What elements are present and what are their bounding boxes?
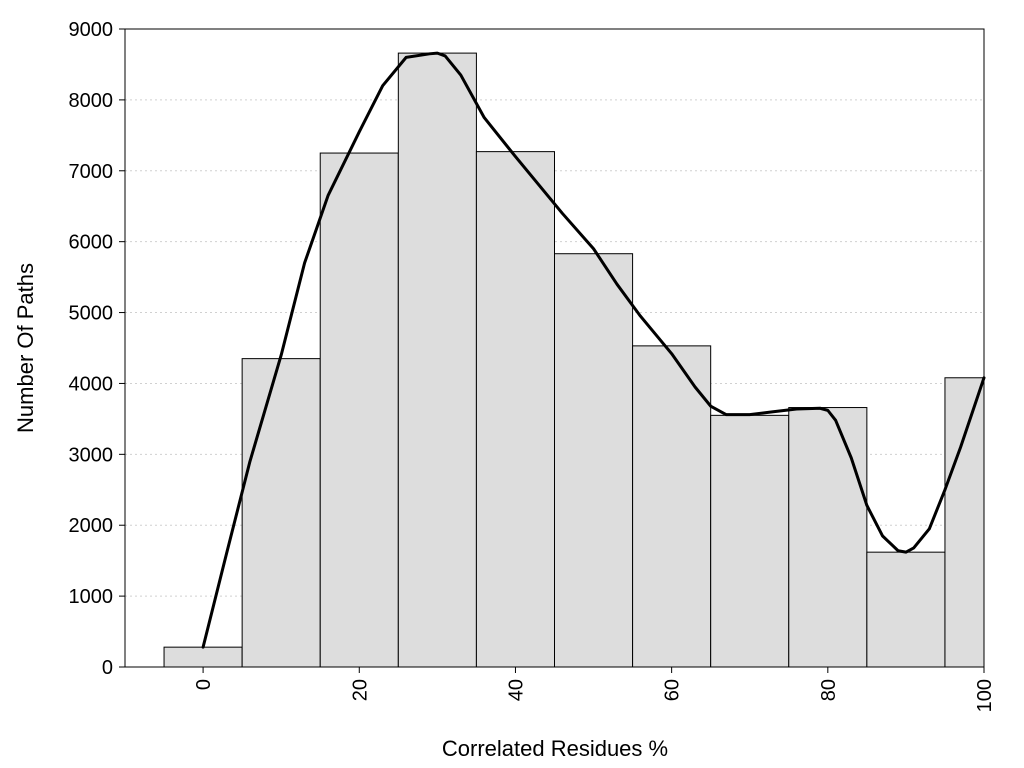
y-tick-label-1000: 1000 (69, 586, 114, 608)
y-tick-label-0: 0 (102, 657, 113, 679)
plot-area-frame (124, 28, 985, 668)
x-tick-label-100: 100 (974, 679, 996, 712)
density-curve (201, 51, 986, 649)
y-tick-label-5000: 5000 (69, 303, 114, 325)
bar-10 (241, 358, 321, 668)
y-tick-label-2000: 2000 (69, 515, 114, 537)
y-tick-label-9000: 9000 (69, 19, 114, 41)
y-tick-label-4000: 4000 (69, 373, 114, 395)
y-tick-label-6000: 6000 (69, 232, 114, 254)
bar-20 (319, 152, 399, 668)
bar-60 (632, 345, 712, 668)
bar-30 (397, 52, 477, 668)
bar-70 (710, 414, 790, 668)
x-tick-label-60: 60 (662, 679, 684, 701)
histogram-bars (163, 52, 985, 668)
bar-0 (163, 646, 243, 668)
y-axis-title: Number Of Paths (13, 263, 38, 433)
x-tick-label-40: 40 (505, 679, 527, 701)
bar-80 (788, 407, 868, 668)
x-tick-label-80: 80 (818, 679, 840, 701)
y-axis: 0 1000 2000 3000 4000 5000 6000 7000 8000 9000 (69, 19, 125, 679)
bar-100 (944, 377, 985, 668)
y-tick-label-7000: 7000 (69, 161, 114, 183)
x-axis-title: Correlated Residues % (442, 736, 668, 761)
y-tick-label-8000: 8000 (69, 90, 114, 112)
bar-50 (554, 253, 634, 668)
y-tick-label-3000: 3000 (69, 444, 114, 466)
bar-40 (475, 151, 555, 668)
x-axis: 0 20 40 60 80 100 (193, 667, 996, 712)
x-tick-label-20: 20 (349, 679, 371, 701)
x-tick-label-0: 0 (193, 679, 215, 690)
bar-90 (866, 551, 946, 668)
